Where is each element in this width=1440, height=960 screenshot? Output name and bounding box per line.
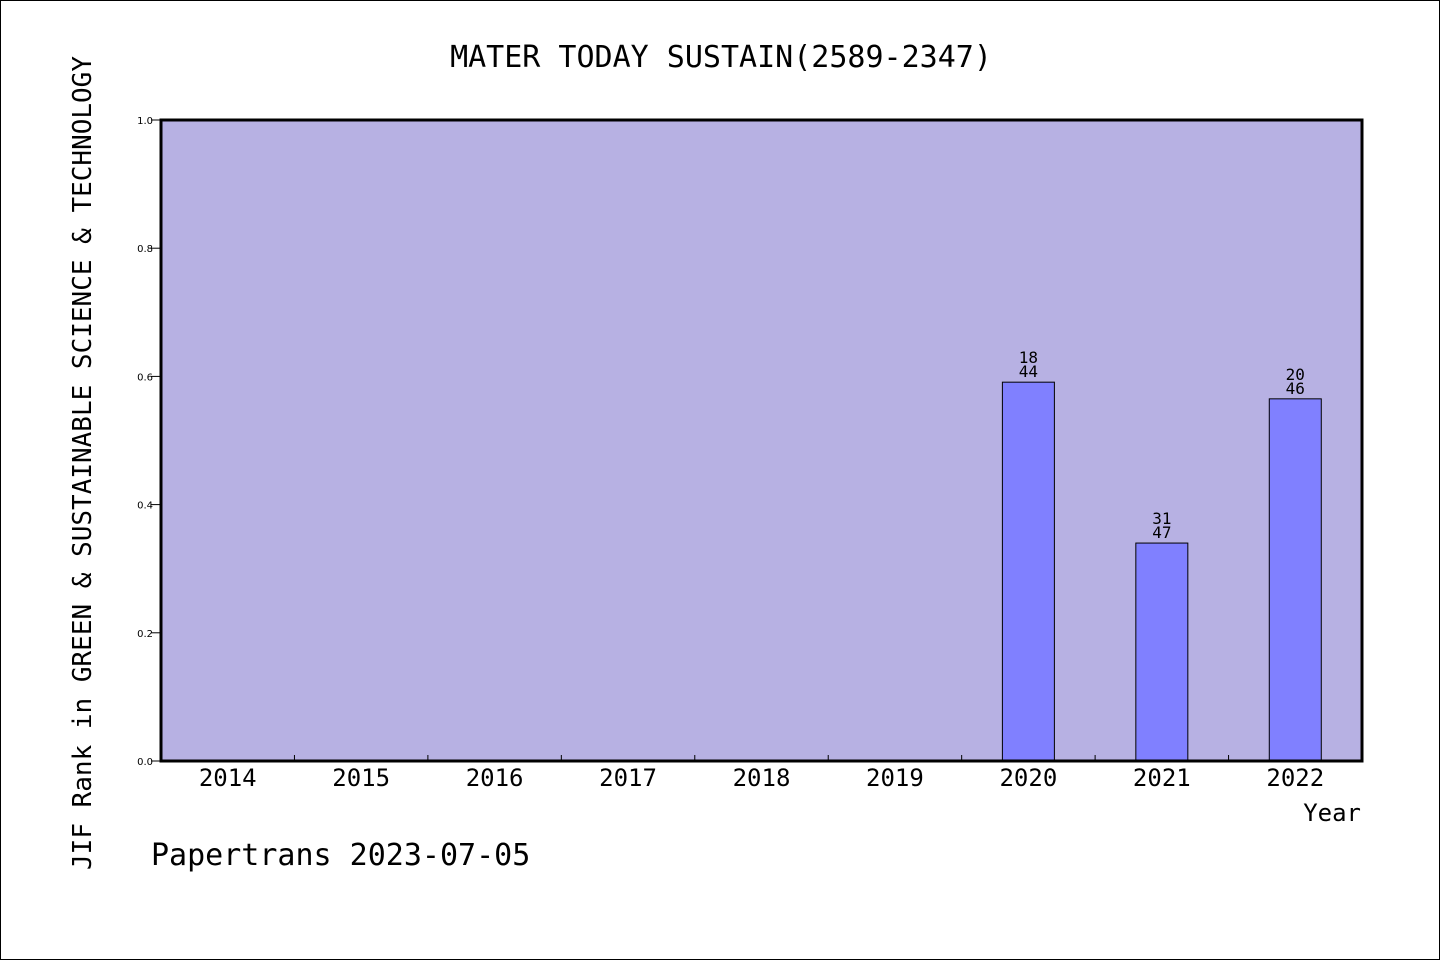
x-tick-label-2020: 2020 xyxy=(999,764,1057,792)
bar-label-rank-2022: 20 xyxy=(1286,365,1305,384)
x-tick-label-2015: 2015 xyxy=(332,764,390,792)
x-tick-label-2022: 2022 xyxy=(1266,764,1324,792)
y-tick-label-1.0: 1.0 xyxy=(137,116,153,127)
x-axis-label: Year xyxy=(1303,799,1361,827)
x-tick-label-2016: 2016 xyxy=(466,764,524,792)
x-ticks-group: 2014 2015 2016 2017 2018 2019 2020 2021 2022 xyxy=(199,755,1324,792)
bar-label-total-2020: 44 xyxy=(1019,362,1038,381)
x-tick-label-2019: 2019 xyxy=(866,764,924,792)
y-tick-label-0.2: 0.2 xyxy=(137,629,153,640)
bar-label-rank-2021: 31 xyxy=(1152,509,1171,528)
bar-2022 xyxy=(1268,398,1322,762)
y-tick-label-0.4: 0.4 xyxy=(137,501,153,512)
chart-title: MATER TODAY SUSTAIN(2589-2347) xyxy=(450,40,992,75)
x-tick-label-2018: 2018 xyxy=(733,764,791,792)
y-ticks-group: 0.0 0.2 0.4 0.6 0.8 1.0 xyxy=(137,116,161,768)
y-tick-label-0.0: 0.0 xyxy=(137,757,153,768)
bar-label-total-2021: 47 xyxy=(1152,523,1171,542)
bars-group xyxy=(1001,381,1322,762)
x-tick-label-2017: 2017 xyxy=(599,764,657,792)
bar-2021 xyxy=(1135,542,1189,762)
y-axis-label: JIF Rank in GREEN & SUSTAINABLE SCIENCE … xyxy=(68,56,98,870)
bar-2020 xyxy=(1001,381,1055,762)
x-tick-label-2021: 2021 xyxy=(1133,764,1191,792)
x-tick-label-2014: 2014 xyxy=(199,764,257,792)
footer-text: Papertrans 2023-07-05 xyxy=(151,838,530,873)
bar-label-rank-2020: 18 xyxy=(1019,348,1038,367)
y-tick-label-0.8: 0.8 xyxy=(137,244,153,255)
y-tick-label-0.6: 0.6 xyxy=(137,372,153,383)
plot-frame xyxy=(159,118,1364,763)
bar-label-total-2022: 46 xyxy=(1286,379,1305,398)
